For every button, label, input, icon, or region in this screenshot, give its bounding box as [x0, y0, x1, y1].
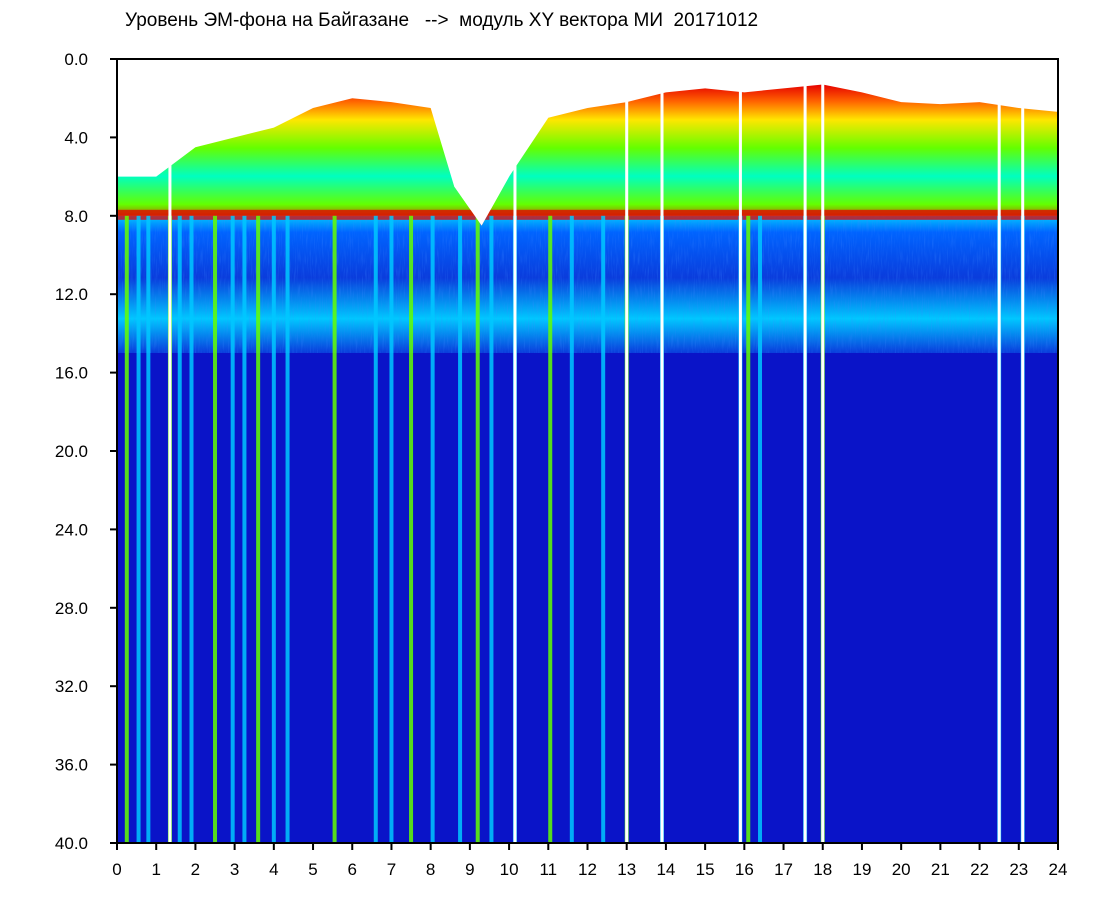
x-tick-label: 19 [852, 860, 871, 879]
x-tick-label: 22 [970, 860, 989, 879]
vertical-streak [285, 215, 290, 843]
vertical-streak [332, 215, 337, 843]
vertical-streak [146, 215, 151, 843]
x-tick-label: 8 [426, 860, 435, 879]
x-tick-label: 12 [578, 860, 597, 879]
bright-streak [803, 59, 807, 843]
bright-streak [1021, 59, 1025, 843]
vertical-streak [569, 215, 574, 843]
x-tick-label: 2 [191, 860, 200, 879]
y-tick-label: 24.0 [55, 520, 88, 539]
x-tick-label: 1 [151, 860, 160, 879]
bright-streak [997, 59, 1001, 843]
y-tick-label: 40.0 [55, 834, 88, 853]
vertical-streak [758, 215, 763, 843]
vertical-streak [548, 215, 553, 843]
y-tick-label: 4.0 [64, 128, 88, 147]
chart-title: Уровень ЭМ-фона на Байгазане --> модуль … [125, 10, 759, 31]
bright-streak [660, 59, 664, 843]
vertical-streak [177, 215, 182, 843]
y-tick-label: 20.0 [55, 442, 88, 461]
x-tick-label: 10 [500, 860, 519, 879]
bright-streak [738, 59, 742, 843]
y-tick-label: 32.0 [55, 677, 88, 696]
x-tick-label: 18 [813, 860, 832, 879]
vertical-streak [601, 215, 606, 843]
x-tick-label: 21 [931, 860, 950, 879]
vertical-streak [409, 215, 414, 843]
x-tick-label: 11 [539, 860, 557, 879]
vertical-streak [475, 215, 480, 843]
bright-streak [821, 59, 825, 843]
vertical-streak [458, 215, 463, 843]
x-tick-label: 20 [892, 860, 911, 879]
x-tick-label: 5 [308, 860, 317, 879]
x-tick-label: 14 [656, 860, 675, 879]
x-tick-label: 7 [387, 860, 396, 879]
vertical-streak [230, 215, 235, 843]
axes: 0 1 2 3 4 5 6 7 8 9 10 11 12 13 14 15 16 17 18 19 20 21 22 23 24… [55, 50, 1068, 879]
x-tick-label: 4 [269, 860, 278, 879]
y-tick-label: 8.0 [64, 207, 88, 226]
bright-streak [513, 59, 517, 843]
vertical-streak [189, 215, 194, 843]
data-gap [454, 59, 510, 226]
vertical-streak [746, 215, 751, 843]
upper-band [117, 84, 1058, 226]
vertical-streak [389, 215, 394, 843]
bright-streak [168, 59, 172, 843]
y-tick-label: 0.0 [64, 50, 88, 69]
y-tick-label: 16.0 [55, 364, 88, 383]
vertical-streak [430, 215, 435, 843]
vertical-streak [124, 215, 129, 843]
x-tick-label: 6 [348, 860, 357, 879]
x-tick-label: 0 [112, 860, 121, 879]
vertical-streak [213, 215, 218, 843]
x-tick-label: 13 [617, 860, 636, 879]
x-tick-label: 17 [774, 860, 793, 879]
vertical-streak [256, 215, 261, 843]
vertical-streak [271, 215, 276, 843]
y-tick-label: 28.0 [55, 599, 88, 618]
vertical-streak [489, 215, 494, 843]
x-tick-label: 16 [735, 860, 754, 879]
x-tick-label: 23 [1009, 860, 1028, 879]
x-tick-label: 24 [1049, 860, 1068, 879]
x-tick-label: 3 [230, 860, 239, 879]
y-tick-label: 12.0 [55, 285, 88, 304]
bright-streak [625, 59, 629, 843]
x-tick-label: 15 [696, 860, 715, 879]
upper-band-red-edge [117, 209, 1058, 220]
vertical-streak [373, 215, 378, 843]
vertical-streak [136, 215, 141, 843]
vertical-streak [242, 215, 247, 843]
x-tick-label: 9 [465, 860, 474, 879]
plot-area [117, 59, 1058, 843]
y-tick-label: 36.0 [55, 756, 88, 775]
